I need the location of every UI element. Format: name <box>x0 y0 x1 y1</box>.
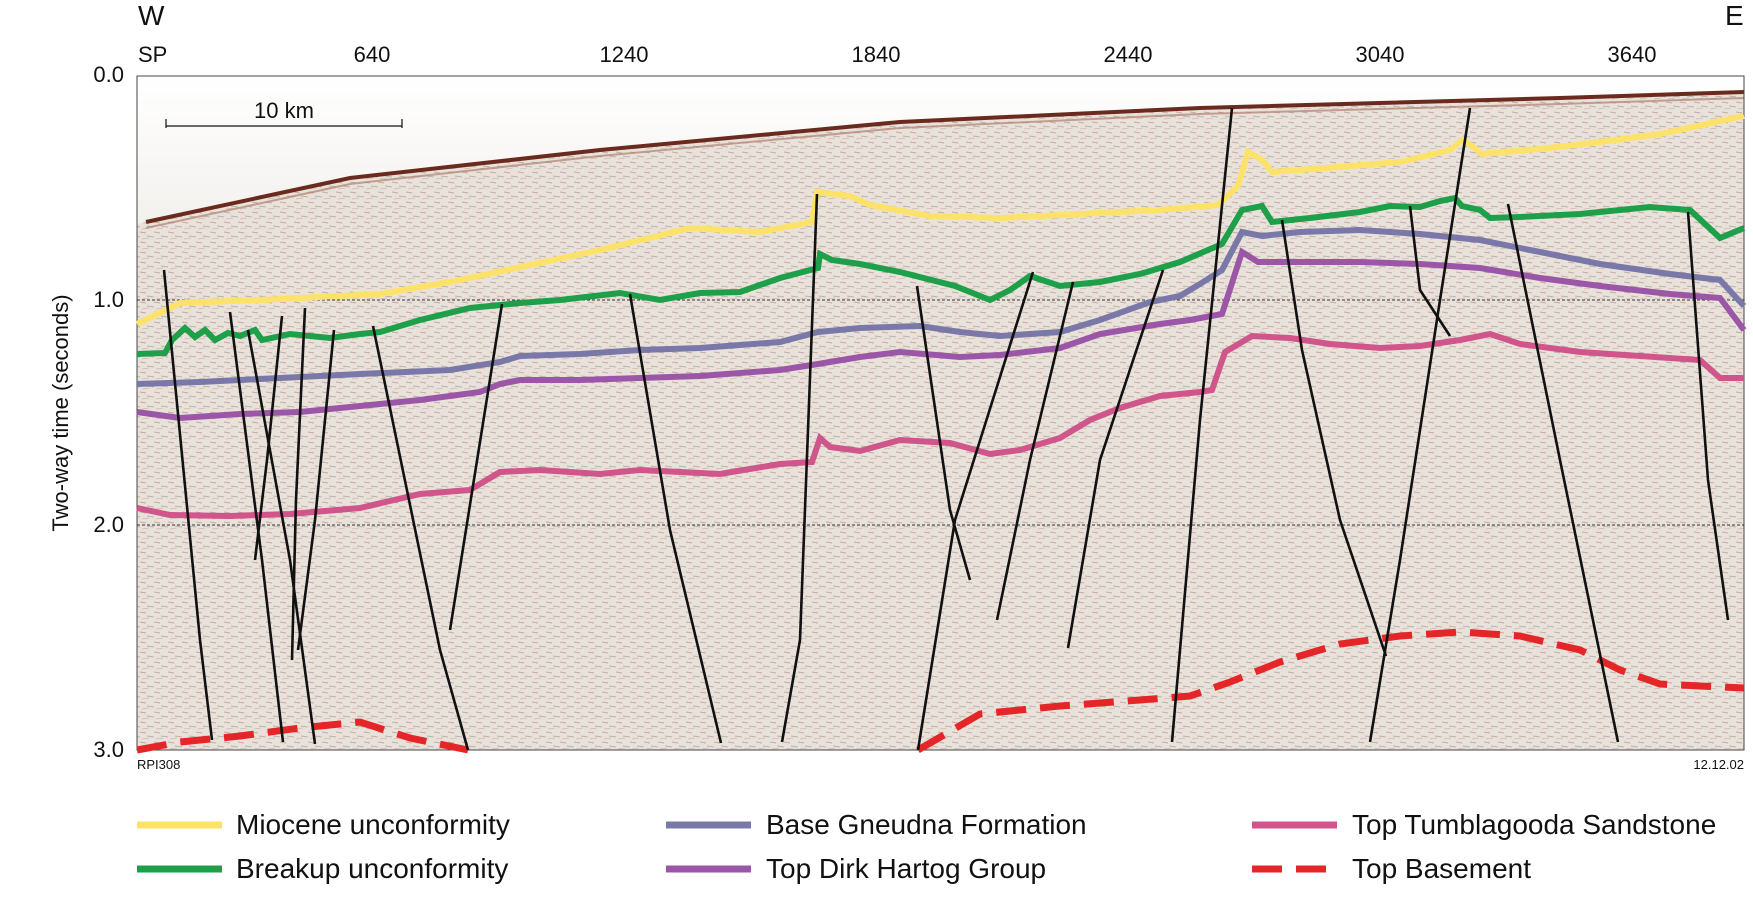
legend-item-top-tumblagooda-sandstone: Top Tumblagooda Sandstone <box>1252 809 1716 840</box>
fault-line <box>1686 211 1730 621</box>
time-axis-label: Two-way time (seconds) <box>48 294 73 531</box>
fault-line <box>780 193 819 743</box>
legend-label: Breakup unconformity <box>236 853 508 884</box>
fault-line <box>1170 107 1234 743</box>
fault-line <box>253 315 284 561</box>
shotpoint-tick-label: 640 <box>354 42 391 67</box>
seismic-background <box>137 76 1744 750</box>
fault-line <box>371 325 470 751</box>
shotpoint-tick-label: 3040 <box>1356 42 1405 67</box>
legend-item-breakup-unconformity: Breakup unconformity <box>137 853 508 884</box>
legend-label: Miocene unconformity <box>236 809 510 840</box>
time-tick-3: 3.0 <box>93 737 124 762</box>
faults <box>162 107 1730 751</box>
fault-line <box>1506 203 1620 743</box>
shotpoint-axis: 640 1240 1840 2440 3040 3640 <box>354 42 1657 67</box>
horizon-miocene-unconformity <box>135 113 1745 327</box>
fault-line <box>1368 107 1472 743</box>
legend-label: Top Tumblagooda Sandstone <box>1352 809 1716 840</box>
time-tick-2: 2.0 <box>93 512 124 537</box>
fault-line <box>1066 269 1165 649</box>
legend-item-top-basement: Top Basement <box>1252 853 1531 884</box>
fault-line <box>916 271 1035 751</box>
date-stamp: 12.12.02 <box>1693 757 1744 772</box>
shotpoint-tick-label: 1240 <box>600 42 649 67</box>
legend-label: Top Dirk Hartog Group <box>766 853 1046 884</box>
shotpoint-tick-label: 2440 <box>1104 42 1153 67</box>
seismic-panel <box>137 76 1745 750</box>
fault-line <box>628 293 723 744</box>
fault-line <box>162 269 214 741</box>
shotpoint-tick-label: 1840 <box>852 42 901 67</box>
shotpoint-axis-start: SP <box>138 42 167 67</box>
shotpoint-tick-label: 3640 <box>1608 42 1657 67</box>
fault-line <box>448 303 504 631</box>
horizon-top-basement-central <box>916 628 1745 754</box>
time-tick-1: 1.0 <box>93 287 124 312</box>
scale-bar-label: 10 km <box>254 98 314 123</box>
fault-line <box>296 329 336 651</box>
horizon-top-basement <box>136 718 469 754</box>
fault-line <box>915 285 972 581</box>
seabed-reflector <box>145 90 1745 224</box>
legend-item-miocene-unconformity: Miocene unconformity <box>137 809 510 840</box>
line-id: RPI308 <box>137 757 180 772</box>
legend-label: Top Basement <box>1352 853 1531 884</box>
legend: Miocene unconformity Breakup unconformit… <box>137 809 1716 884</box>
fault-line <box>995 281 1075 621</box>
legend-label: Base Gneudna Formation <box>766 809 1087 840</box>
horizon-top-tumblagooda-sandstone <box>136 330 1744 520</box>
fault-line <box>290 307 307 661</box>
legend-item-base-gneudna-formation: Base Gneudna Formation <box>666 809 1087 840</box>
horizon-top-dirk-hartog-group <box>136 247 1747 422</box>
fault-line <box>228 311 285 743</box>
fault-line <box>1408 205 1452 337</box>
seabed-multiple <box>145 97 1745 229</box>
west-label: W <box>138 0 165 31</box>
horizon-breakup-unconformity <box>136 194 1746 357</box>
east-label: E <box>1725 0 1744 31</box>
time-tick-0: 0.0 <box>93 62 124 87</box>
scale-bar: 10 km <box>165 98 403 128</box>
fault-line <box>246 329 317 745</box>
fault-line <box>1280 219 1388 657</box>
legend-item-top-dirk-hartog-group: Top Dirk Hartog Group <box>666 853 1046 884</box>
water-column <box>137 76 1744 224</box>
